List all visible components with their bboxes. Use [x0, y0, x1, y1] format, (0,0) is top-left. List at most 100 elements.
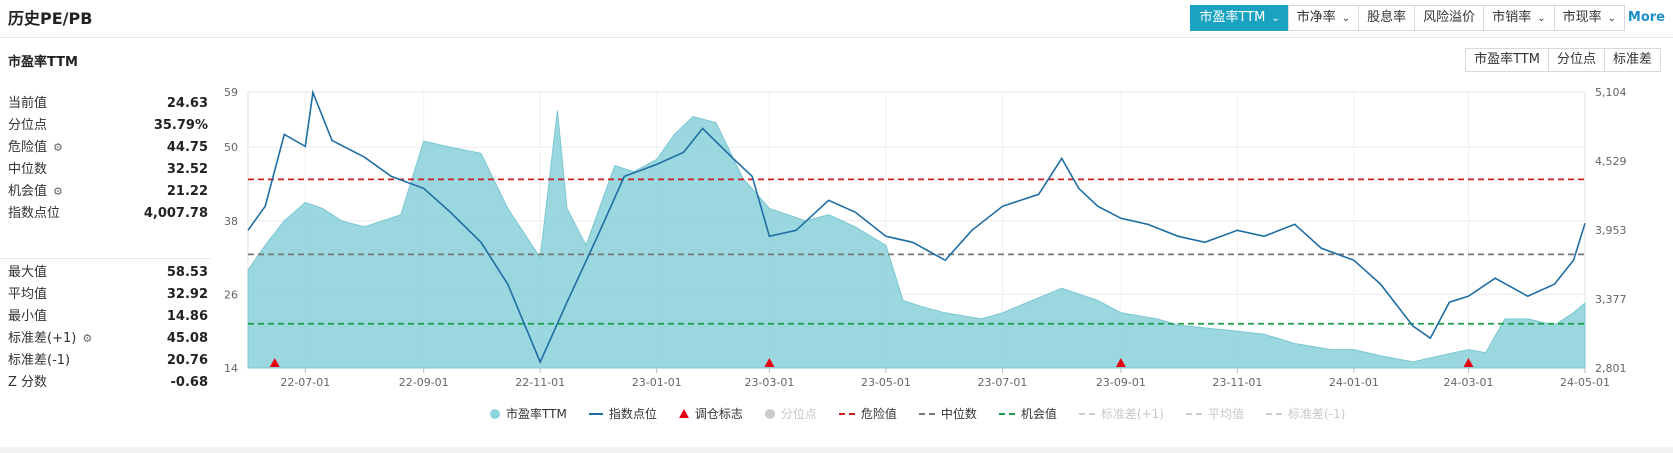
legend-label: 分位点 [780, 407, 817, 421]
tab-pcf[interactable]: 市现率 ⌄ [1553, 5, 1625, 31]
stat-z-score: Z 分数 -0.68 [8, 372, 208, 394]
stat-mean: 平均值 32.92 [8, 284, 208, 306]
tab-label: 市现率 [1562, 10, 1602, 25]
y-left-tick-label: 14 [224, 362, 238, 375]
x-tick-label: 23-09-01 [1096, 376, 1146, 389]
legend-item-std-minus[interactable]: 标准差(-1) [1265, 405, 1345, 422]
rebalance-marker [269, 358, 280, 367]
tab-label: 市销率 [1492, 10, 1532, 25]
tab-pb[interactable]: 市净率 ⌄ [1287, 5, 1360, 31]
bottom-bar [0, 447, 1673, 453]
y-right-tick-label: 5,104 [1595, 86, 1627, 99]
stats-bottom: 最大值 58.53 平均值 32.92 最小值 14.86 标准差(+1) ⚙ 45.08… [8, 262, 208, 394]
stat-value: 24.63 [166, 96, 208, 111]
tab-label: 股息率 [1367, 10, 1407, 25]
chevron-down-icon: ⌄ [1607, 13, 1616, 24]
chevron-down-icon: ⌄ [1271, 13, 1280, 24]
legend-item-rebalance[interactable]: 调仓标志 [678, 405, 743, 422]
legend-label: 市盈率TTM [506, 407, 567, 421]
x-tick-label: 23-05-01 [861, 376, 911, 389]
stat-value: 45.08 [166, 331, 208, 346]
stat-value: 35.79% [153, 118, 208, 133]
y-right-tick-label: 3,377 [1595, 293, 1627, 306]
rebalance-marker [1463, 358, 1474, 367]
stat-label: 标准差(+1) [8, 331, 77, 346]
legend-label: 标准差(+1) [1100, 407, 1164, 421]
stat-label: Z 分数 [8, 375, 48, 390]
stat-std-plus: 标准差(+1) ⚙ 45.08 [8, 328, 208, 350]
chevron-down-icon: ⌄ [1537, 13, 1546, 24]
legend-item-index[interactable]: 指数点位 [588, 405, 657, 422]
legend-label: 中位数 [940, 407, 977, 421]
stat-std-minus: 标准差(-1) 20.76 [8, 350, 208, 372]
tab-pe-ttm[interactable]: 市盈率TTM ⌄ [1190, 5, 1289, 31]
stat-value: 4,007.78 [143, 206, 208, 221]
stat-max: 最大值 58.53 [8, 262, 208, 284]
stat-value: 32.92 [166, 287, 208, 302]
stat-value: 20.76 [166, 353, 208, 368]
y-right-tick-label: 4,529 [1595, 155, 1627, 168]
stat-label: 最小值 [8, 309, 48, 324]
stat-label: 当前值 [8, 96, 48, 111]
stat-index-level: 指数点位 4,007.78 [8, 203, 208, 225]
index-level-line [247, 89, 1586, 365]
metric-tabs: 市盈率TTM ⌄ 市净率 ⌄ 股息率 风险溢价 市销率 ⌄ 市现率 ⌄ [1190, 5, 1625, 31]
x-tick-label: 23-07-01 [977, 376, 1027, 389]
tab-label: 风险溢价 [1423, 10, 1476, 25]
legend-item-percentile[interactable]: 分位点 [764, 405, 817, 422]
stats-top: 当前值 24.63 分位点 35.79% 危险值 ⚙ 44.75 中位数 32.52 机会… [8, 93, 208, 225]
gear-icon[interactable]: ⚙ [53, 141, 63, 154]
dash-icon [1185, 412, 1202, 415]
legend-label: 平均值 [1207, 407, 1244, 421]
y-right-tick-label: 3,953 [1595, 224, 1627, 237]
dash-icon [998, 412, 1015, 415]
circle-icon [764, 408, 775, 419]
stat-label: 危险值 [8, 140, 48, 155]
legend-item-mean[interactable]: 平均值 [1185, 405, 1244, 422]
gear-icon[interactable]: ⚙ [53, 185, 63, 198]
dash-icon [1265, 412, 1282, 415]
stat-value: 58.53 [166, 265, 208, 280]
legend-label: 调仓标志 [694, 407, 743, 421]
legend-item-danger[interactable]: 危险值 [838, 405, 897, 422]
header-bar: 历史PE/PB 市盈率TTM ⌄ 市净率 ⌄ 股息率 风险溢价 市销率 ⌄ 市现率 ⌄ … [0, 0, 1673, 38]
legend-label: 危险值 [860, 407, 897, 421]
chart-legend: 市盈率TTM 指数点位 调仓标志 分位点 危险值 中位数 机会值 标准差(+1)… [490, 405, 1367, 422]
pe-ttm-area [247, 110, 1586, 369]
stat-current: 当前值 24.63 [8, 93, 208, 115]
legend-item-chance[interactable]: 机会值 [998, 405, 1057, 422]
stat-label: 指数点位 [8, 206, 61, 221]
x-tick-label: 23-11-01 [1212, 376, 1262, 389]
stat-label: 中位数 [8, 162, 48, 177]
stat-median: 中位数 32.52 [8, 159, 208, 181]
x-tick-label: 24-03-01 [1444, 376, 1494, 389]
legend-item-median[interactable]: 中位数 [918, 405, 977, 422]
stat-value: -0.68 [170, 375, 208, 390]
stat-label: 标准差(-1) [8, 353, 71, 368]
gear-icon[interactable]: ⚙ [82, 332, 93, 345]
legend-item-std-plus[interactable]: 标准差(+1) [1078, 405, 1164, 422]
stat-value: 21.22 [166, 184, 208, 199]
stat-min: 最小值 14.86 [8, 306, 208, 328]
tab-label: 市盈率TTM [1199, 10, 1266, 25]
dash-icon [1078, 412, 1095, 415]
more-link[interactable]: More [1627, 10, 1665, 25]
x-tick-label: 22-09-01 [399, 376, 449, 389]
stat-percentile: 分位点 35.79% [8, 115, 208, 137]
y-left-tick-label: 38 [224, 215, 238, 228]
x-tick-label: 24-05-01 [1560, 376, 1610, 389]
tab-risk-premium[interactable]: 风险溢价 [1414, 5, 1485, 31]
tab-ps[interactable]: 市销率 ⌄ [1483, 5, 1555, 31]
view-tabs: 市盈率TTM 分位点 标准差 [1465, 48, 1661, 72]
legend-label: 指数点位 [608, 407, 657, 421]
x-tick-label: 22-07-01 [280, 376, 330, 389]
view-tab-pe-ttm[interactable]: 市盈率TTM [1465, 48, 1549, 72]
legend-item-pe[interactable]: 市盈率TTM [490, 405, 567, 422]
page-title: 历史PE/PB [8, 9, 93, 28]
stat-value: 14.86 [166, 309, 208, 324]
view-tab-percentile[interactable]: 分位点 [1547, 48, 1605, 72]
view-tab-std[interactable]: 标准差 [1603, 48, 1661, 72]
y-left-tick-label: 50 [224, 141, 238, 154]
dash-icon [918, 412, 935, 415]
